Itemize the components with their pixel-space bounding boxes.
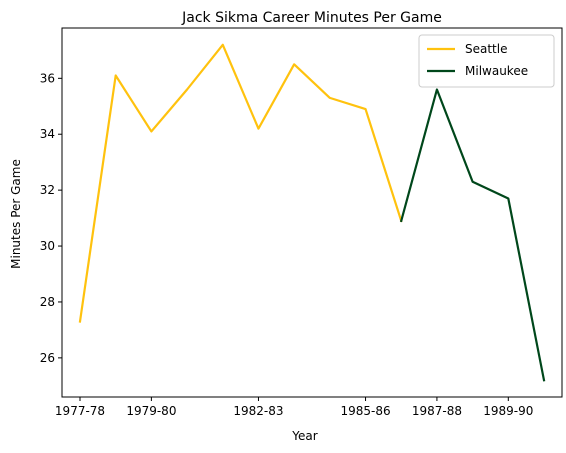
y-tick-label: 32 <box>40 183 55 197</box>
y-tick-label: 36 <box>40 71 55 85</box>
plot-frame <box>61 27 563 398</box>
x-tick-label: 1982-83 <box>233 404 283 418</box>
y-tick-label: 30 <box>40 239 55 253</box>
y-tick-label: 28 <box>40 295 55 309</box>
x-tick-label: 1989-90 <box>483 404 533 418</box>
x-axis-label: Year <box>291 429 317 443</box>
x-tick-label: 1987-88 <box>412 404 462 418</box>
y-tick-label: 26 <box>40 351 55 365</box>
y-tick-label: 34 <box>40 127 55 141</box>
x-tick-label: 1985-86 <box>340 404 390 418</box>
x-tick-label: 1977-78 <box>55 404 105 418</box>
legend-label-milwaukee: Milwaukee <box>465 64 528 78</box>
series-line-seattle <box>78 43 403 323</box>
legend-label-seattle: Seattle <box>465 42 507 56</box>
y-axis-label: Minutes Per Game <box>9 159 23 269</box>
series-line-milwaukee <box>399 88 546 382</box>
x-tick-label: 1979-80 <box>126 404 176 418</box>
legend: Seattle Milwaukee <box>418 34 555 88</box>
chart-title: Jack Sikma Career Minutes Per Game <box>181 10 442 26</box>
